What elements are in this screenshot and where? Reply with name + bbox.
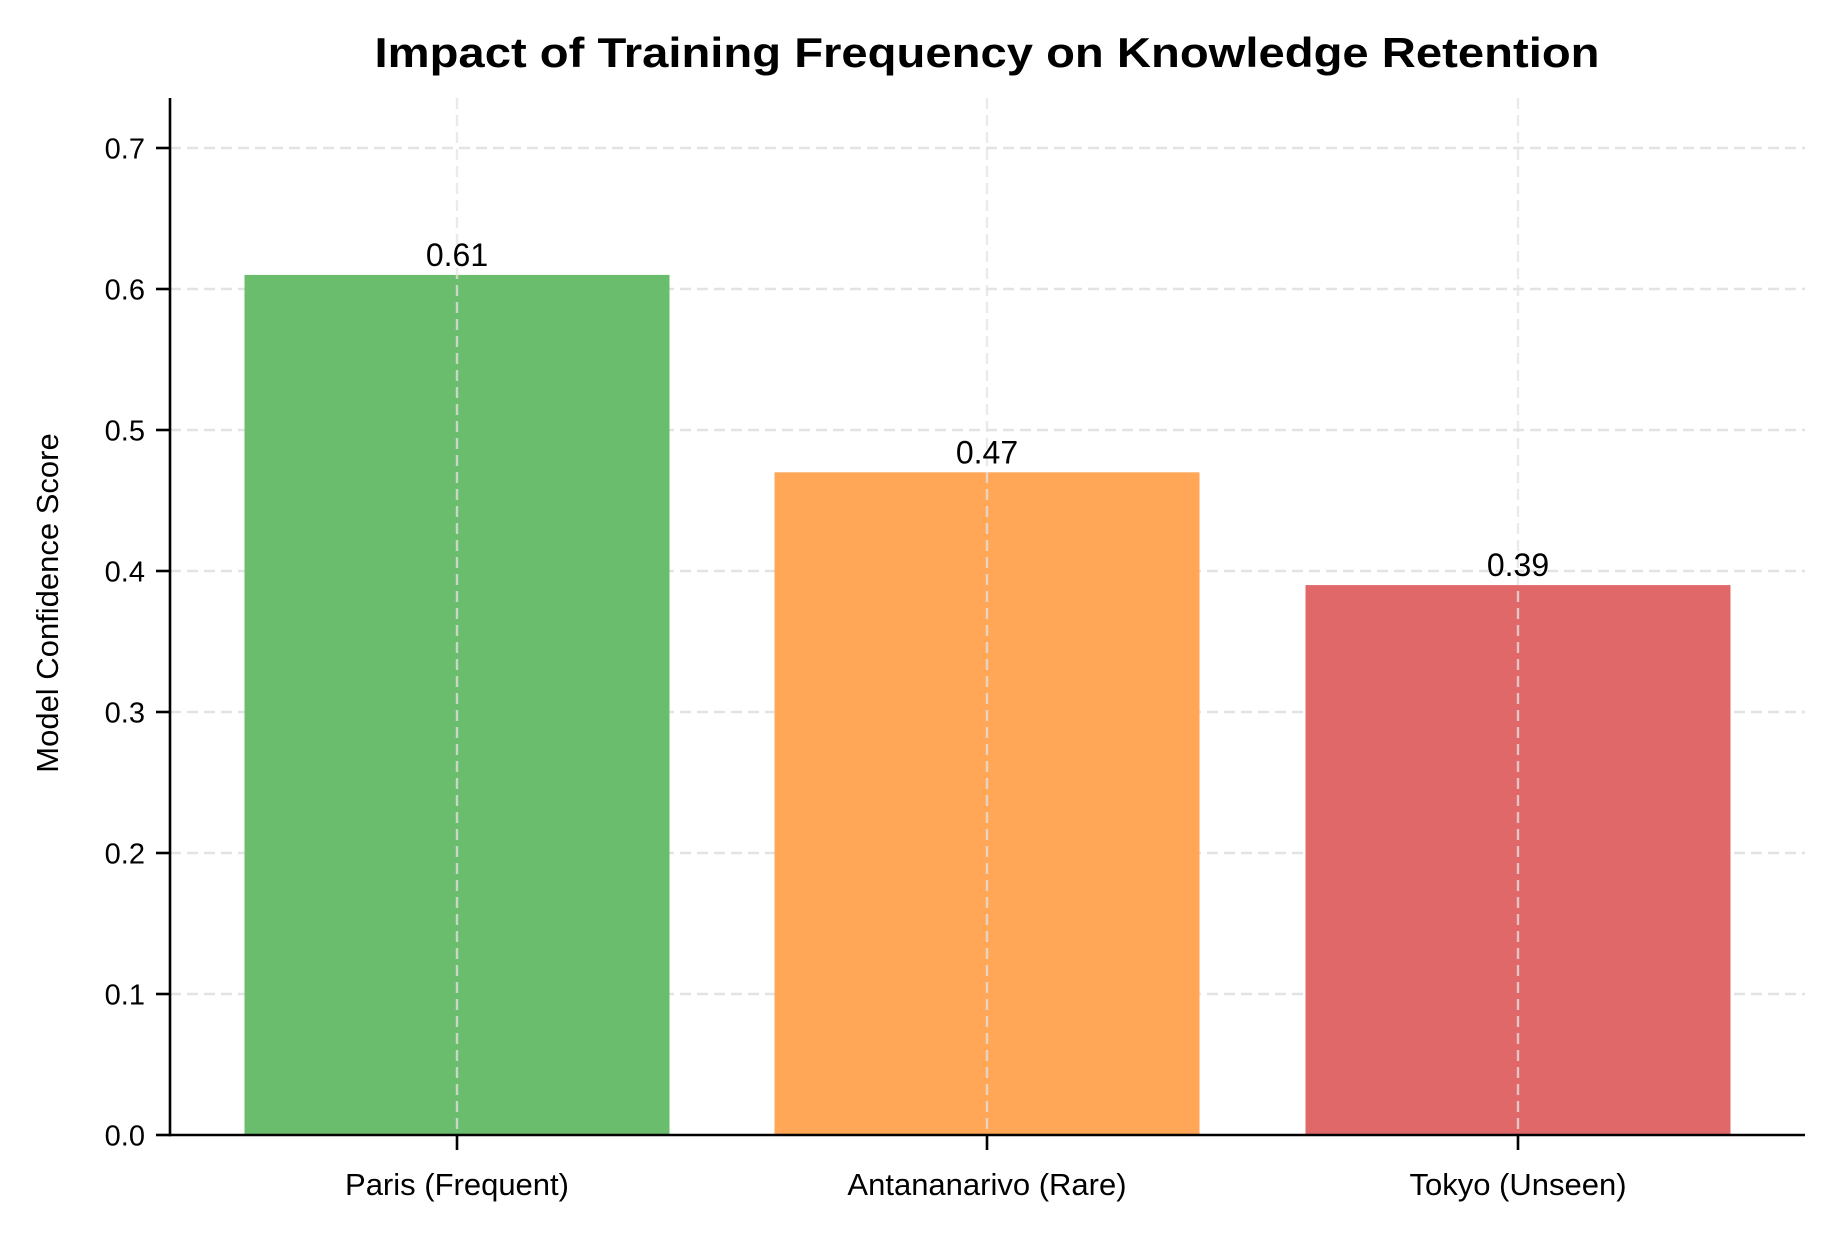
bar-value-label: 0.47 bbox=[956, 434, 1018, 470]
bars bbox=[244, 98, 1731, 1135]
y-tick-label: 0.3 bbox=[105, 698, 145, 730]
y-axis-label: Model Confidence Score bbox=[30, 433, 65, 772]
chart-title: Impact of Training Frequency on Knowledg… bbox=[375, 29, 1600, 76]
bar-value-label: 0.39 bbox=[1487, 547, 1549, 583]
x-category-label: Tokyo (Unseen) bbox=[1409, 1167, 1626, 1202]
x-category-label: Antananarivo (Rare) bbox=[847, 1167, 1126, 1202]
y-tick-label: 0.1 bbox=[105, 980, 145, 1012]
bar-value-label: 0.61 bbox=[426, 237, 488, 273]
y-tick-label: 0.5 bbox=[105, 416, 145, 448]
axes: 0.61 0.47 0.39 0.0 0.1 0.2 0.3 0.4 0.5 0.6 0.7 Pari… bbox=[105, 98, 1805, 1202]
x-category-label: Paris (Frequent) bbox=[345, 1167, 569, 1202]
y-tick-label: 0.4 bbox=[105, 557, 145, 589]
y-tick-label: 0.0 bbox=[105, 1121, 145, 1153]
y-tick-label: 0.2 bbox=[105, 839, 145, 871]
y-tick-label: 0.7 bbox=[105, 134, 145, 166]
y-tick-label: 0.6 bbox=[105, 275, 145, 307]
